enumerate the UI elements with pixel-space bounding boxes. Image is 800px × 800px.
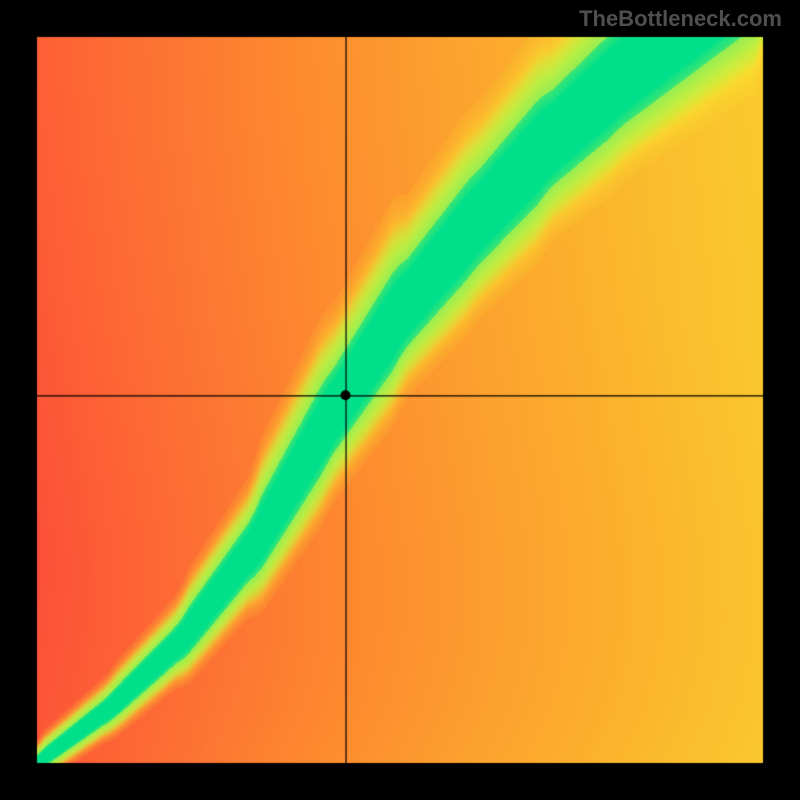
bottleneck-heatmap — [0, 0, 800, 800]
attribution-text: TheBottleneck.com — [579, 6, 782, 32]
chart-container: TheBottleneck.com — [0, 0, 800, 800]
